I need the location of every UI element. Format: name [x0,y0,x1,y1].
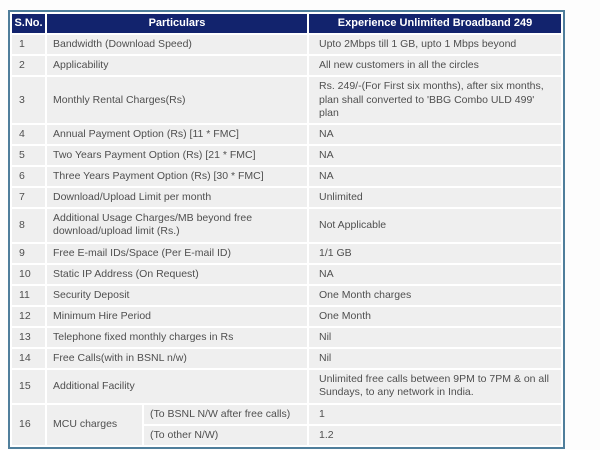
sno-cell: 15 [12,370,45,403]
table-row: 5 Two Years Payment Option (Rs) [21 * FMC… [12,145,561,166]
table-row: 16 MCU charges (To BSNL N/W after free cal… [12,404,561,445]
table-row: (To other N/W) 1.2 [12,425,561,445]
table-row: 3 Monthly Rental Charges(Rs) Rs. 249/-(For… [12,77,561,123]
table-row: 13 Telephone fixed monthly charges in Rs N… [12,328,561,348]
particulars-cell: Free Calls(with in BSNL n/w) [47,349,307,369]
sno-cell: 13 [12,328,45,348]
value-cell: One Month charges [309,285,561,305]
particulars-cell: Annual Payment Option (Rs) [11 * FMC] [47,124,307,144]
sno-cell: 9 [12,243,45,263]
particulars-cell: Minimum Hire Period [47,306,307,327]
value-cell: Not Applicable [309,209,561,242]
particulars-cell: Bandwidth (Download Speed) [47,35,307,55]
value-cell: Nil [309,349,561,369]
particulars-cell: Free E-mail IDs/Space (Per E-mail ID) [47,243,307,263]
sno-cell: 1 [12,35,45,55]
value-cell: Rs. 249/-(For First six months), after s… [309,77,561,123]
value-cell: Unlimited free calls between 9PM to 7PM … [309,370,561,403]
sno-cell: 6 [12,167,45,187]
sno-cell: 11 [12,285,45,305]
sno-cell: 7 [12,188,45,208]
table-row: 8 Additional Usage Charges/MB beyond free… [12,209,561,242]
table-row: 2 Applicability All new customers in all t… [12,56,561,76]
table-row: 14 Free Calls(with in BSNL n/w) Nil [12,349,561,369]
table-row: 12 Minimum Hire Period One Month [12,306,561,327]
sub-particulars-cell: (To other N/W) [144,425,307,445]
particulars-cell: Two Years Payment Option (Rs) [21 * FMC] [47,145,307,166]
broadband-plan-table: S.No. Particulars Experience Unlimited B… [8,10,565,449]
sno-cell: 8 [12,209,45,242]
sno-cell: 2 [12,56,45,76]
plan-table-body: 1 Bandwidth (Download Speed) Upto 2Mbps ti… [12,35,561,445]
particulars-cell: Additional Facility [47,370,307,403]
value-cell: Upto 2Mbps till 1 GB, upto 1 Mbps beyond [309,35,561,55]
sno-cell: 5 [12,145,45,166]
table-row: 4 Annual Payment Option (Rs) [11 * FMC] NA [12,124,561,144]
particulars-cell: MCU charges [47,404,142,445]
sno-cell: 4 [12,124,45,144]
particulars-cell: Monthly Rental Charges(Rs) [47,77,307,123]
value-cell: One Month [309,306,561,327]
value-cell: NA [309,167,561,187]
particulars-cell: Telephone fixed monthly charges in Rs [47,328,307,348]
value-cell: 1 [309,404,561,424]
sno-cell: 14 [12,349,45,369]
value-cell: NA [309,264,561,284]
value-cell: Unlimited [309,188,561,208]
particulars-cell: Additional Usage Charges/MB beyond free … [47,209,307,242]
value-cell: All new customers in all the circles [309,56,561,76]
particulars-cell: Static IP Address (On Request) [47,264,307,284]
sno-cell: 12 [12,306,45,327]
value-cell: 1.2 [309,425,561,445]
value-cell: NA [309,145,561,166]
particulars-cell: Applicability [47,56,307,76]
particulars-cell: Security Deposit [47,285,307,305]
sno-cell: 3 [12,77,45,123]
sno-cell: 16 [12,404,45,445]
table-row: 11 Security Deposit One Month charges [12,285,561,305]
table-row: 15 Additional Facility Unlimited free call… [12,370,561,403]
sno-cell: 10 [12,264,45,284]
value-cell: NA [309,124,561,144]
table-row: 6 Three Years Payment Option (Rs) [30 * F… [12,167,561,187]
sub-particulars-cell: (To BSNL N/W after free calls) [144,404,307,424]
table-row: 9 Free E-mail IDs/Space (Per E-mail ID) 1/… [12,243,561,263]
table-row: 1 Bandwidth (Download Speed) Upto 2Mbps ti… [12,35,561,55]
value-cell: Nil [309,328,561,348]
particulars-cell: Download/Upload Limit per month [47,188,307,208]
column-header-particulars: Particulars [47,14,307,34]
table-header-row: S.No. Particulars Experience Unlimited B… [12,14,561,34]
column-header-sno: S.No. [12,14,45,34]
table-row: 7 Download/Upload Limit per month Unlimite… [12,188,561,208]
particulars-cell: Three Years Payment Option (Rs) [30 * FM… [47,167,307,187]
column-header-plan: Experience Unlimited Broadband 249 [309,14,561,34]
table-row: 10 Static IP Address (On Request) NA [12,264,561,284]
value-cell: 1/1 GB [309,243,561,263]
